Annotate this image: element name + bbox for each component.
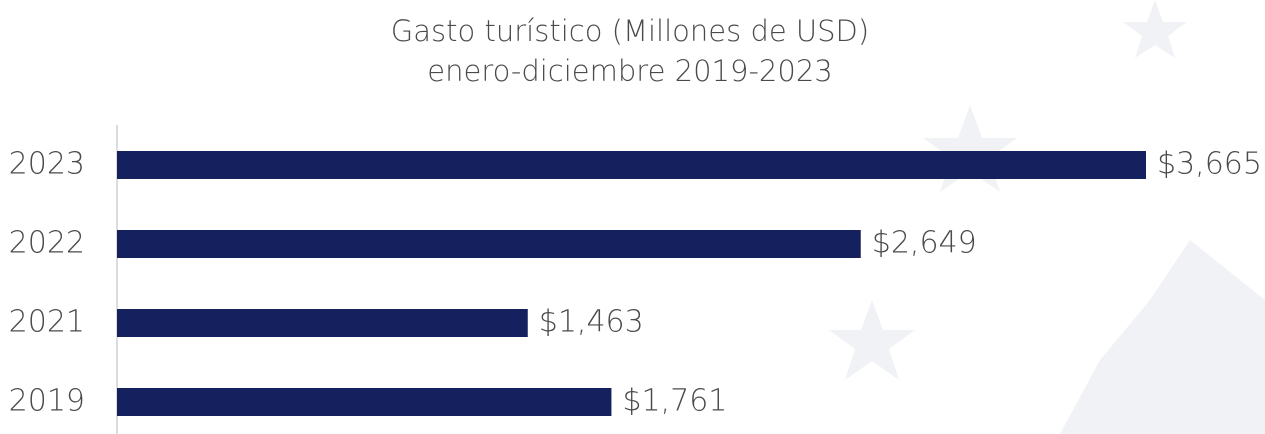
y-tick-label: 2019 — [9, 384, 85, 419]
bar — [117, 309, 528, 337]
value-label: $1,463 — [539, 305, 644, 340]
background-stars — [829, 0, 1265, 434]
value-label: $3,665 — [1157, 147, 1262, 182]
bar — [117, 151, 1146, 179]
y-tick-label: 2023 — [9, 147, 85, 182]
value-label: $1,761 — [622, 384, 727, 419]
bar — [117, 388, 612, 416]
star — [1123, 0, 1187, 58]
star — [829, 300, 915, 380]
y-tick-label: 2022 — [9, 226, 85, 261]
star — [923, 105, 1017, 192]
chart-title: Gasto turístico (Millones de USD) — [391, 14, 869, 48]
value-label: $2,649 — [872, 226, 977, 261]
y-tick-label: 2021 — [9, 305, 85, 340]
chart-subtitle: enero-diciembre 2019-2023 — [427, 54, 832, 88]
bar — [117, 230, 861, 258]
emblem — [1060, 240, 1265, 434]
